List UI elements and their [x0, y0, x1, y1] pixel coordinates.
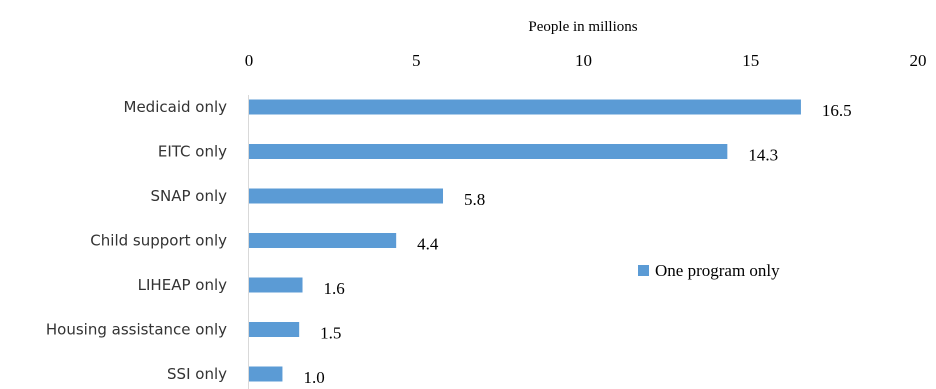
x-axis-title: People in millions: [528, 19, 637, 35]
data-label: 1.0: [303, 368, 324, 387]
x-tick-label: 0: [245, 51, 254, 70]
category-label: Child support only: [90, 232, 227, 250]
bar: [249, 233, 397, 248]
legend: One program only: [638, 261, 780, 280]
category-label: Medicaid only: [124, 98, 228, 116]
legend-label: One program only: [655, 261, 780, 280]
bar: [249, 277, 303, 293]
category-labels: Medicaid only EITC only SNAP only Child sup…: [46, 98, 227, 383]
value-labels: 16.5 14.3 5.8 4.4 1.6 1.5 1.0: [303, 101, 851, 387]
bars: [249, 99, 801, 382]
bar: [249, 322, 300, 337]
data-label: 5.8: [464, 190, 485, 209]
data-label: 14.3: [748, 146, 778, 165]
category-label: Housing assistance only: [46, 321, 227, 339]
data-label: 16.5: [822, 101, 852, 120]
bar: [249, 99, 801, 115]
x-axis-ticks: 0 5 10 15 20: [245, 51, 927, 70]
category-label: EITC only: [158, 143, 227, 161]
bar: [249, 144, 728, 159]
x-tick-label: 15: [742, 51, 759, 70]
data-label: 1.5: [320, 324, 341, 343]
x-tick-label: 10: [575, 51, 592, 70]
x-tick-label: 5: [412, 51, 421, 70]
data-label: 4.4: [417, 235, 439, 254]
category-label: SSI only: [167, 365, 227, 383]
bar: [249, 188, 444, 204]
bar: [249, 366, 283, 382]
data-label: 1.6: [324, 279, 345, 298]
x-tick-label: 20: [910, 51, 927, 70]
legend-swatch: [638, 265, 649, 276]
category-label: LIHEAP only: [138, 276, 227, 294]
category-label: SNAP only: [150, 187, 227, 205]
